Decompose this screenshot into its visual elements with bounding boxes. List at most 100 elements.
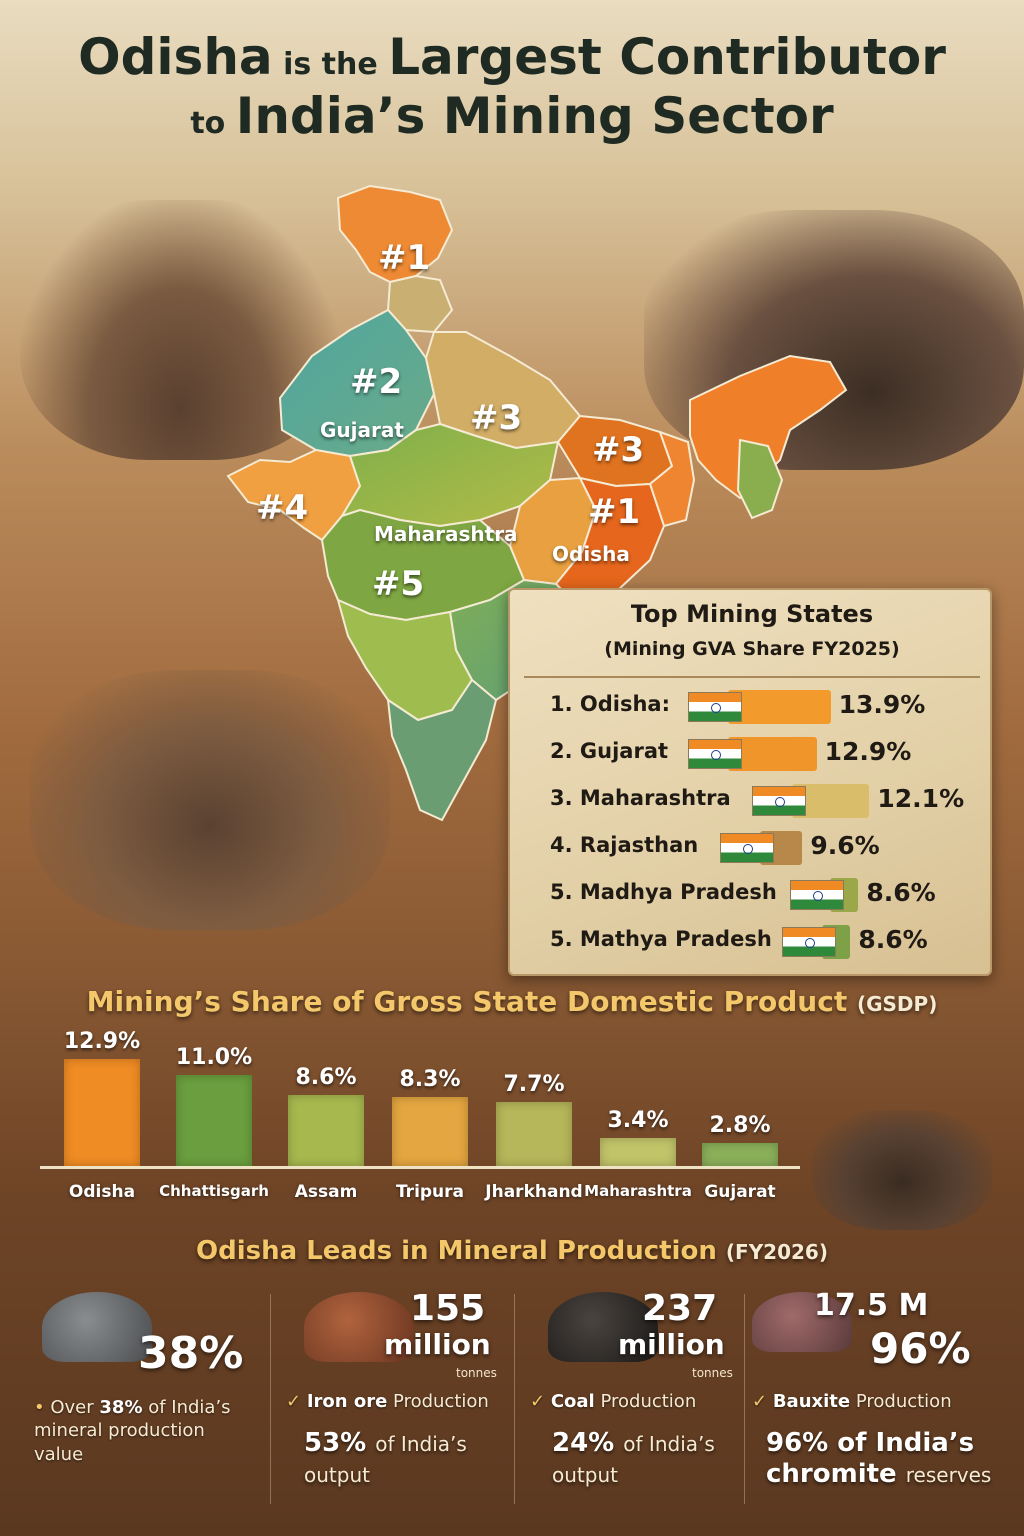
panel-subtitle: (Mining GVA Share FY2025) xyxy=(604,638,900,660)
title-largest-contributor: Largest Contributor xyxy=(388,28,946,86)
mineral-value-percent: 38% xyxy=(138,1328,244,1379)
bauxite-cart-icon xyxy=(752,1292,852,1352)
gsdp-category-label: Assam xyxy=(294,1182,358,1202)
chart-axis-line xyxy=(40,1166,800,1169)
gsdp-bar xyxy=(176,1074,252,1166)
gsdp-bar-value-label: 8.3% xyxy=(399,1067,461,1093)
production-title: Odisha Leads in Mineral Production xyxy=(196,1236,717,1266)
state-share-value: 8.6% xyxy=(858,925,928,954)
state-share-value: 9.6% xyxy=(810,831,880,860)
col-divider xyxy=(270,1294,271,1504)
gsdp-bar-value-label: 3.4% xyxy=(607,1107,669,1133)
iron-ore-desc: ✓ Iron ore Production xyxy=(286,1391,489,1412)
coal-share: 24% of India’s output xyxy=(552,1428,715,1488)
state-row: 2. Gujarat 12.9% xyxy=(510,733,994,773)
map-rank-west: #2 xyxy=(350,362,403,402)
map-region-south xyxy=(386,678,498,822)
gsdp-bar-value-label: 11.0% xyxy=(175,1044,253,1070)
gsdp-bar xyxy=(392,1097,468,1166)
prod-col-mineral-value: 38% • Over 38% of India’s mineral produc… xyxy=(20,1284,256,1520)
coal-cart-scene xyxy=(812,1110,992,1230)
prod-col-iron-ore: 155 million tonnes ✓ Iron ore Production… xyxy=(282,1284,518,1520)
gsdp-bar-value-label: 12.9% xyxy=(63,1028,141,1054)
gsdp-bar xyxy=(288,1094,364,1166)
map-rank-odisha: #1 xyxy=(588,492,641,532)
coal-unit-small: tonnes xyxy=(692,1366,733,1380)
gsdp-bar xyxy=(600,1137,676,1166)
gsdp-category-label: Chhattisgarh xyxy=(159,1182,269,1200)
map-region-northeast xyxy=(689,354,848,500)
state-row: 4. Rajasthan 9.6% xyxy=(510,827,994,867)
check-icon: ✓ xyxy=(286,1391,302,1412)
gsdp-bar-value-label: 8.6% xyxy=(295,1064,357,1090)
map-region-northeast-south xyxy=(736,438,784,520)
state-name: 1. Odisha: xyxy=(550,692,671,716)
gsdp-category-label: Jharkhand xyxy=(485,1182,583,1202)
india-map: #1 #2 Gujarat #3 #3 #4 #1 Odisha Maharas… xyxy=(220,180,920,860)
map-rank-north: #1 xyxy=(378,238,431,278)
col-divider xyxy=(744,1294,745,1504)
india-flag-icon xyxy=(790,880,844,910)
gsdp-category-label: Tripura xyxy=(395,1182,465,1202)
state-row: 1. Odisha: 13.9% xyxy=(510,686,994,726)
state-share-value: 13.9% xyxy=(838,690,926,719)
map-state-gujarat: Gujarat xyxy=(320,418,404,442)
top-mining-states-panel: Top Mining States (Mining GVA Share FY20… xyxy=(508,588,992,976)
bauxite-percent: 96% xyxy=(870,1324,971,1373)
mineral-value-desc: • Over 38% of India’s mineral production… xyxy=(34,1397,231,1465)
state-row: 3. Maharashtra 12.1% xyxy=(510,780,994,820)
state-share-value: 12.9% xyxy=(824,737,912,766)
title-to: to xyxy=(190,106,236,141)
col-divider xyxy=(514,1294,515,1504)
india-flag-icon xyxy=(688,692,742,722)
india-map-shape xyxy=(226,184,848,822)
iron-ore-share: 53% of India’s output xyxy=(304,1428,467,1488)
production-title-aside: (FY2026) xyxy=(725,1240,828,1264)
iron-ore-unit: million xyxy=(384,1328,491,1361)
gsdp-category-label: Maharashtra xyxy=(584,1182,692,1200)
gsdp-bar xyxy=(64,1058,140,1166)
map-rank-up: #3 xyxy=(470,398,523,438)
state-share-value: 12.1% xyxy=(877,784,965,813)
panel-divider xyxy=(524,676,980,678)
map-rank-east: #3 xyxy=(592,430,645,470)
state-name: 2. Gujarat xyxy=(550,739,669,763)
coal-amount: 237 xyxy=(642,1288,718,1329)
chromite-share: 96% of India’s chromite reserves xyxy=(766,1428,992,1490)
india-flag-icon xyxy=(720,833,774,863)
gsdp-bar-value-label: 2.8% xyxy=(709,1112,771,1138)
india-flag-icon xyxy=(752,786,806,816)
gsdp-category-label: Gujarat xyxy=(704,1182,776,1202)
coal-desc: ✓ Coal Production xyxy=(530,1391,697,1412)
title-india-mining-sector: India’s Mining Sector xyxy=(235,87,834,145)
map-state-maharashtra: Maharashtra xyxy=(374,522,518,546)
coal-rocks-icon xyxy=(548,1292,658,1362)
state-row: 5. Madhya Pradesh 8.6% xyxy=(510,874,994,914)
iron-ore-rocks-icon xyxy=(304,1292,414,1362)
state-share-bar xyxy=(728,737,817,771)
india-flag-icon xyxy=(688,739,742,769)
india-flag-icon xyxy=(782,927,836,957)
bauxite-desc: ✓ Bauxite Production xyxy=(752,1391,952,1412)
map-rank-maharashtra: #5 xyxy=(372,564,425,604)
coal-unit: million xyxy=(618,1328,725,1361)
production-grid: 38% • Over 38% of India’s mineral produc… xyxy=(20,1284,1004,1520)
page-title: Odisha is the Largest Contributor to Ind… xyxy=(0,28,1024,146)
panel-title: Top Mining States xyxy=(630,600,874,628)
title-odisha: Odisha xyxy=(78,28,273,86)
map-region-north xyxy=(336,184,454,284)
check-icon: ✓ xyxy=(530,1391,546,1412)
prod-col-coal: 237 million tonnes ✓ Coal Production 24%… xyxy=(526,1284,762,1520)
state-share-bar xyxy=(728,690,831,724)
gsdp-bar-value-label: 7.7% xyxy=(503,1072,565,1098)
state-name: 5. Madhya Pradesh xyxy=(550,880,777,904)
title-is-the: is the xyxy=(272,47,389,82)
gsdp-category-label: Odisha xyxy=(68,1182,136,1202)
bullet-icon: • xyxy=(34,1397,45,1418)
iron-ore-unit-small: tonnes xyxy=(456,1366,497,1380)
gsdp-bar-chart: 12.9% Odisha 11.0% Chhattisgarh 8.6% Assam 8.3… xyxy=(40,1028,800,1210)
state-share-value: 8.6% xyxy=(866,878,936,907)
prod-col-bauxite: 17.5 M 96% ✓ Bauxite Production 96% of I… xyxy=(752,1284,1004,1520)
check-icon: ✓ xyxy=(752,1391,768,1412)
state-row: 5. Mathya Pradesh 8.6% xyxy=(510,921,994,961)
